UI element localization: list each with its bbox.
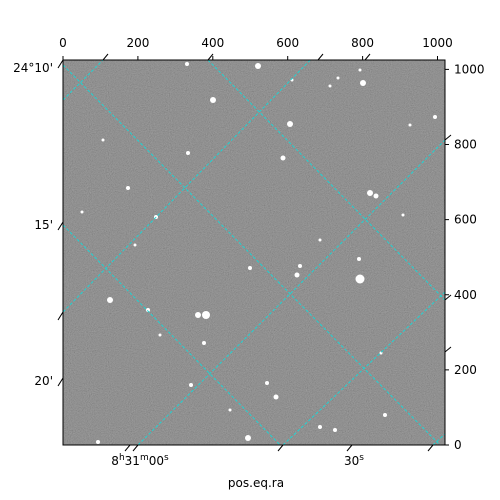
grid-line (63, 224, 281, 445)
star (408, 123, 412, 127)
star (185, 62, 189, 66)
star (195, 312, 201, 318)
dec-axis: 24°10' 15' 20' (13, 59, 64, 388)
ra-tick-mark (346, 444, 353, 452)
ra-tick-mark (277, 444, 284, 452)
star (294, 272, 300, 278)
dec-tick-mark (57, 377, 64, 387)
top-tick-label: 200 (126, 36, 149, 50)
star (355, 274, 365, 284)
dec-tick-mark (57, 59, 64, 69)
top-tick-label: 400 (201, 36, 224, 50)
grid-line (137, 139, 445, 445)
sky-image (63, 60, 445, 445)
ra-tick-mark (444, 134, 452, 141)
star (248, 266, 252, 270)
star (126, 186, 130, 190)
star (255, 63, 261, 69)
star (358, 68, 362, 72)
star (96, 440, 100, 444)
dec-tick-label: 24°10' (13, 61, 53, 75)
star (202, 311, 210, 319)
star (265, 381, 269, 385)
grid-line (63, 64, 441, 445)
top-tick-label: 1000 (422, 36, 453, 50)
star (101, 138, 105, 142)
star (80, 210, 84, 214)
star (433, 115, 437, 119)
ra-tick-mark (207, 53, 214, 61)
star (189, 383, 193, 387)
star (318, 425, 322, 429)
star (146, 308, 150, 312)
ra-tick-mark (132, 444, 139, 452)
star (186, 151, 190, 155)
grid-line (207, 60, 445, 301)
star (360, 80, 366, 86)
star (401, 213, 405, 217)
coordinate-grid (63, 60, 445, 445)
star (210, 97, 216, 103)
right-tick-label: 0 (454, 438, 462, 452)
star (107, 297, 113, 303)
grid-line (282, 291, 445, 445)
star (336, 76, 340, 80)
star (373, 193, 379, 199)
ra-tick-mark (444, 346, 452, 353)
star (318, 238, 322, 242)
star (287, 121, 293, 127)
ra-tick-label: 30s (344, 453, 364, 468)
ra-tick-mark (124, 444, 131, 452)
top-pixel-axis: 0 200 400 600 800 1000 (59, 36, 453, 60)
star (367, 190, 373, 196)
ra-tick-mark (364, 53, 371, 61)
top-tick-label: 600 (276, 36, 299, 50)
star (228, 408, 232, 412)
right-tick-label: 600 (454, 213, 477, 227)
star (328, 84, 332, 88)
star (202, 341, 206, 345)
ra-tick-mark (444, 294, 452, 301)
sky-noise (63, 60, 445, 445)
star-field (80, 62, 437, 444)
ra-tick-mark (427, 444, 434, 452)
right-tick-label: 800 (454, 138, 477, 152)
x-axis-label: pos.eq.ra (228, 476, 284, 490)
grid-line (63, 60, 311, 313)
star (273, 394, 279, 400)
ra-tick-mark (317, 53, 324, 61)
top-tick-label: 0 (59, 36, 67, 50)
right-tick-label: 200 (454, 363, 477, 377)
ra-tick-mark (102, 53, 109, 61)
star (333, 428, 337, 432)
right-tick-label: 1000 (454, 62, 485, 76)
star (158, 333, 162, 337)
star (357, 257, 361, 261)
star (133, 243, 137, 247)
star (280, 155, 286, 161)
dec-tick-mark (57, 221, 64, 231)
star (245, 435, 251, 441)
dec-tick-mark (57, 311, 64, 321)
right-pixel-axis: 0 200 400 600 800 1000 (445, 62, 485, 452)
grid-line (63, 60, 104, 101)
top-tick-label: 800 (351, 36, 374, 50)
axes-frame (62, 59, 446, 446)
dec-tick-label: 20' (34, 374, 53, 388)
ra-axis: 8h31m00s 30s (102, 53, 452, 468)
dec-tick-label: 15' (34, 218, 53, 232)
ra-tick-label: 8h31m00s (111, 453, 169, 468)
star (298, 264, 302, 268)
right-tick-label: 400 (454, 288, 477, 302)
star (383, 413, 387, 417)
grid-line (432, 433, 445, 445)
